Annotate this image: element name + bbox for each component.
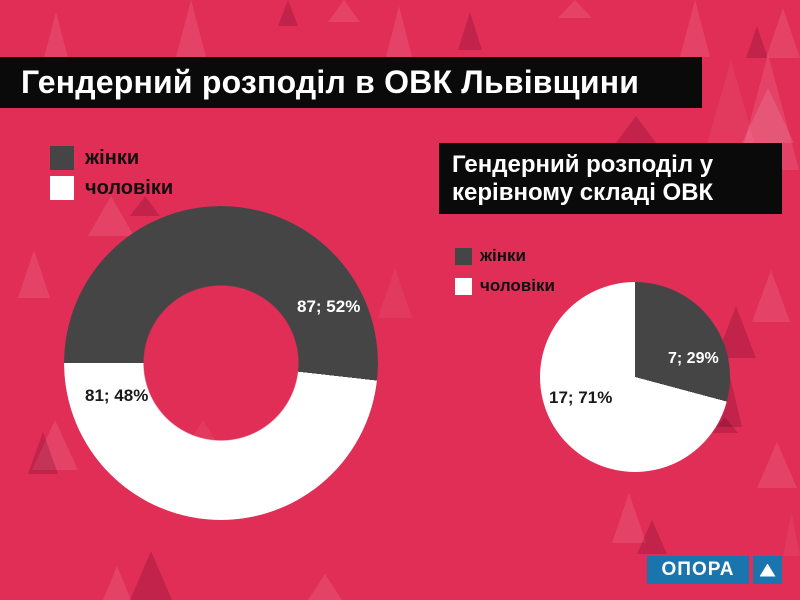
triangle-decoration [615, 116, 657, 144]
triangle-decoration [176, 0, 206, 57]
triangle-decoration [130, 551, 172, 600]
leadership-title-banner: Гендерний розподіл у керівному складі ОВ… [439, 143, 782, 214]
legend-swatch-women [455, 247, 472, 265]
legend-item-men: чоловіки [50, 176, 173, 200]
page-title: Гендерний розподіл в ОВК Львівщини [21, 64, 640, 100]
triangle-decoration [308, 574, 342, 600]
opora-logo-text-box: ОПОРА [647, 556, 749, 584]
triangle-decoration [386, 6, 412, 57]
triangle-decoration [378, 268, 412, 318]
pie-label-women: 7; 29% [668, 350, 719, 367]
ovk-chart-legend: жінки чоловіки [50, 146, 173, 206]
triangle-up-icon [759, 563, 776, 577]
triangle-decoration [44, 12, 68, 58]
triangle-decoration [458, 12, 482, 50]
donut-label-men: 81; 48% [85, 386, 149, 405]
opora-logo-text: ОПОРА [661, 559, 735, 580]
triangle-decoration [103, 566, 131, 600]
triangle-decoration [766, 8, 800, 58]
ovk-donut-chart [64, 206, 378, 520]
legend-swatch-men [50, 176, 74, 200]
triangle-decoration [746, 26, 768, 58]
legend-swatch-women [50, 146, 74, 170]
triangle-decoration [757, 442, 797, 488]
legend-label-men: чоловіки [480, 276, 555, 295]
legend-item-women: жінки [50, 146, 173, 170]
title-banner: Гендерний розподіл в ОВК Львівщини [0, 57, 702, 108]
donut-label-women: 87; 52% [297, 297, 361, 316]
leadership-pie-chart [540, 282, 730, 472]
triangle-decoration [742, 88, 794, 143]
legend-label-women: жінки [480, 246, 527, 265]
triangle-decoration [680, 0, 710, 57]
triangle-decoration [612, 493, 646, 543]
legend-item-men: чоловіки [455, 276, 555, 296]
legend-item-women: жінки [455, 246, 555, 266]
leadership-title-line1: Гендерний розподіл у [452, 151, 714, 178]
opora-logo-icon-box [753, 556, 782, 584]
triangle-decoration [328, 0, 360, 22]
triangle-decoration [18, 250, 50, 298]
triangle-decoration [783, 512, 800, 556]
legend-label-women: жінки [85, 146, 140, 169]
pie-label-men: 17; 71% [549, 388, 613, 407]
legend-swatch-men [455, 277, 472, 295]
triangle-decoration [752, 270, 790, 322]
legend-label-men: чоловіки [85, 176, 174, 199]
triangle-decoration [558, 0, 592, 18]
leadership-chart-legend: жінки чоловіки [455, 246, 555, 306]
opora-logo: ОПОРА [647, 556, 782, 584]
leadership-title-line2: керівному складі ОВК [452, 179, 714, 206]
triangle-decoration [278, 0, 298, 26]
